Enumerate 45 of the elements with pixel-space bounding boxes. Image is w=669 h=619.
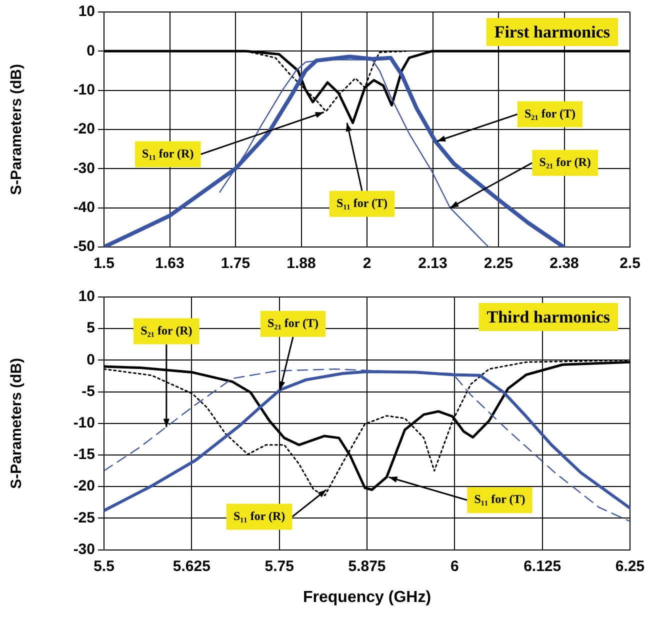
y-tick-label: -40 — [73, 198, 95, 216]
y-tick-label: -15 — [73, 446, 95, 464]
x-axis-title: Frequency (GHz) — [302, 588, 432, 606]
y-tick-label: -30 — [73, 160, 95, 177]
x-tick-label: 2.25 — [484, 255, 514, 272]
annotation: S₂₁ for (T) — [268, 316, 319, 330]
x-tick-label: 1.88 — [286, 255, 316, 272]
x-tick-label: 5.625 — [172, 558, 210, 575]
x-tick-label: 2.38 — [550, 255, 579, 272]
y-tick-label: -20 — [73, 478, 95, 495]
y-tick-label: -50 — [73, 238, 95, 256]
annotation: S₁₁ for (R) — [234, 508, 286, 523]
x-tick-label: 5.5 — [94, 558, 114, 575]
x-tick-label: 5.875 — [348, 558, 386, 575]
y-tick-label: 10 — [78, 3, 95, 20]
annotation: S₁₁ for (T) — [336, 196, 388, 210]
x-tick-label: 6.25 — [615, 558, 645, 575]
text: Third harmonics — [486, 307, 610, 326]
x-tick-label: 6 — [450, 558, 459, 575]
x-tick-label: 2.5 — [620, 255, 640, 272]
y-tick-label: -10 — [73, 81, 95, 98]
x-tick-label: 1.5 — [94, 255, 114, 272]
x-tick-label: 6.125 — [524, 558, 562, 575]
x-tick-label: 1.63 — [155, 255, 184, 272]
y-tick-label: -25 — [73, 509, 95, 526]
y-axis-title: S-Parameters (dB) — [8, 358, 26, 489]
x-tick-label: 5.75 — [264, 558, 294, 575]
annotation: S₁₁ for (R) — [142, 146, 194, 160]
y-tick-label: 0 — [86, 351, 95, 368]
y-axis-title: S-Parameters (dB) — [8, 64, 26, 195]
annotation: S₂₁ for (R) — [539, 154, 591, 169]
y-tick-label: -10 — [73, 414, 95, 432]
annotation: S₂₁ for (R) — [140, 323, 192, 338]
y-tick-label: 0 — [86, 42, 95, 60]
x-tick-label: 1.75 — [220, 255, 250, 272]
y-tick-label: -20 — [73, 120, 95, 138]
y-tick-label: -5 — [82, 382, 95, 400]
y-tick-label: 5 — [86, 320, 95, 337]
y-tick-label: -30 — [73, 540, 95, 558]
annotation: S₁₁ for (T) — [474, 492, 526, 506]
x-tick-label: 2.13 — [418, 255, 448, 272]
annotation: S₂₁ for (T) — [524, 106, 576, 120]
y-tick-label: 10 — [78, 288, 95, 306]
x-tick-label: 2 — [362, 255, 372, 272]
text: First harmonics — [494, 22, 610, 42]
